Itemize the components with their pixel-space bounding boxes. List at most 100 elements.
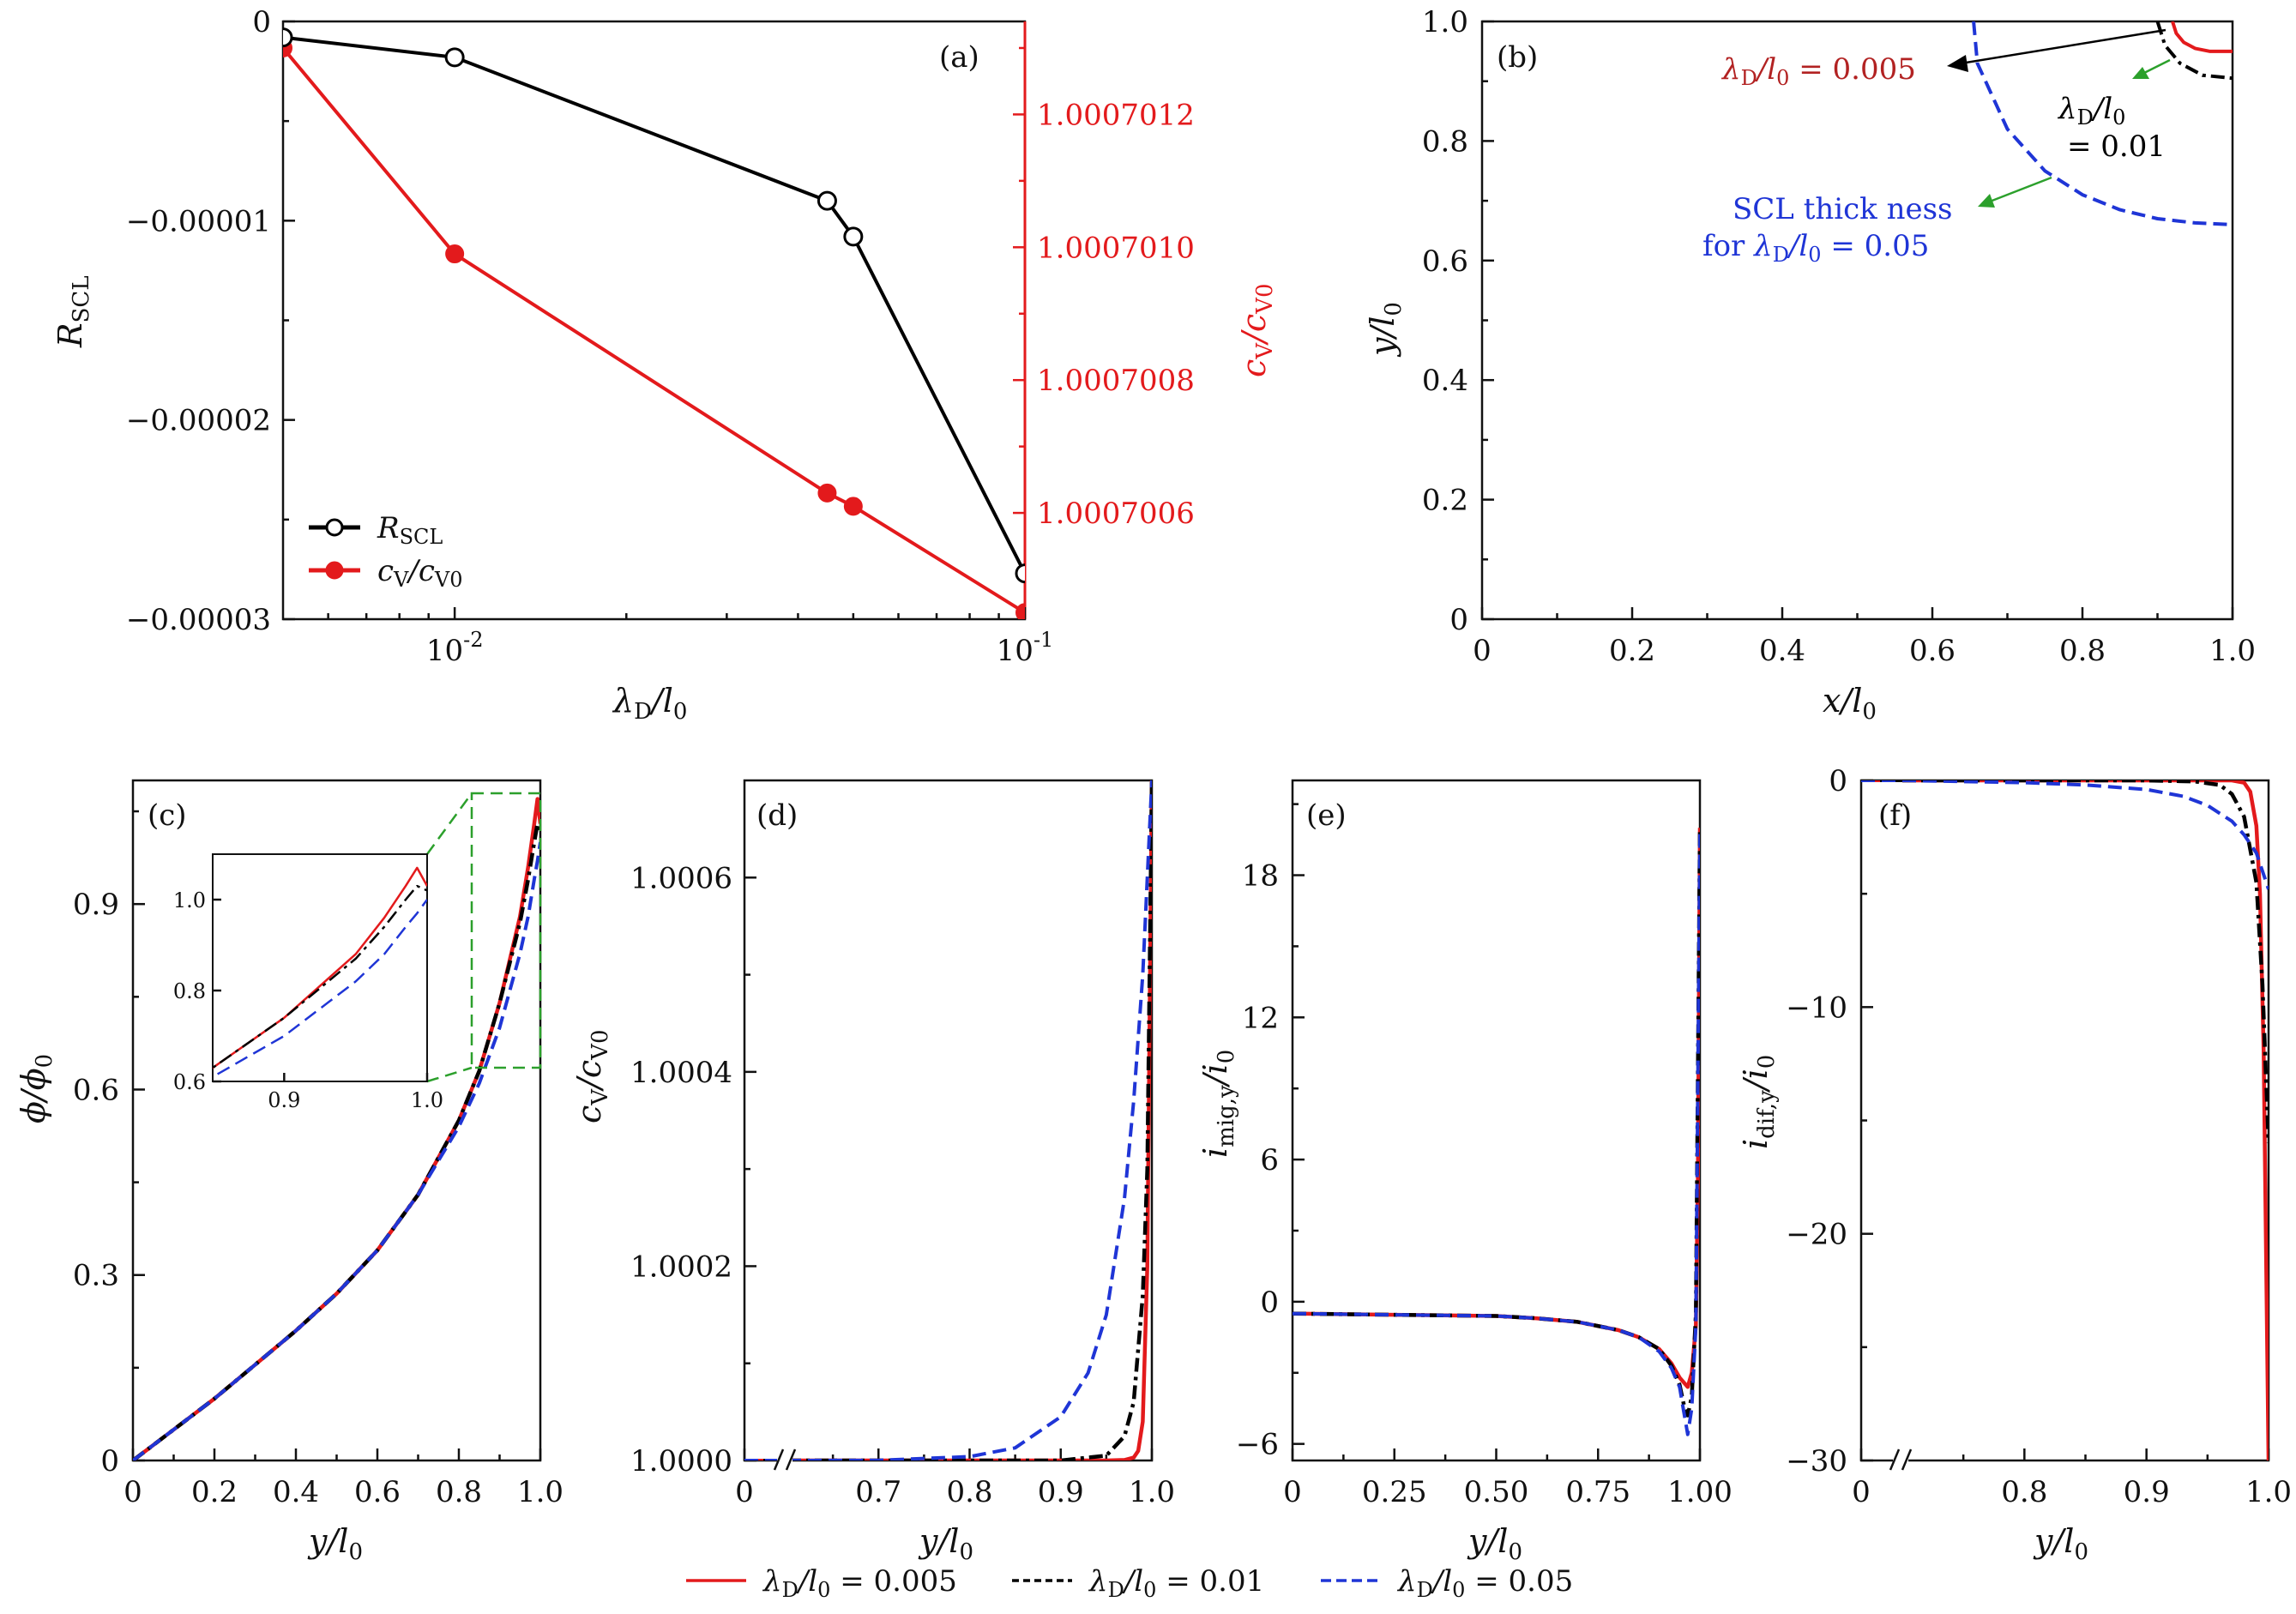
x-tick-label: 0 [124, 1475, 142, 1509]
panel-d-label: (d) [756, 798, 798, 833]
y-tick-label: 0.6 [1422, 244, 1468, 279]
panel-b-annotations: λD/l0 = 0.005 λD/l0 = 0.01 SCL thick nes… [1702, 28, 2171, 267]
panel-c-zoom-box [425, 792, 542, 1083]
panel-d-ticks: 0 0.7 0.8 0.9 1.0 1.0000 1.0002 1.0004 1.0006 [630, 861, 1175, 1509]
inset-series-line-0 [213, 866, 427, 1069]
y-tick-label: 18 [1242, 859, 1279, 894]
y-right-tick-label: 1.0007010 [1037, 231, 1195, 265]
rscl-point [444, 47, 465, 68]
x-tick-label: 0.4 [1759, 634, 1805, 668]
y-tick-label: 0.2 [1422, 484, 1468, 518]
series-line-1 [1293, 828, 1700, 1418]
panel-c-series [133, 797, 540, 1460]
y-tick-label: 12 [1242, 1001, 1279, 1035]
panel-e-series [1293, 828, 1700, 1436]
panel-c-inset: 0.9 1.0 0.6 0.8 1.0 [173, 853, 443, 1112]
x-tick-label: 0 [1852, 1475, 1871, 1509]
inset-x-tick-label: 1.0 [411, 1088, 443, 1112]
legend-rscl: RSCL [377, 511, 443, 549]
x-tick-label: 1.00 [1667, 1475, 1733, 1509]
x-tick-label: 1.0 [2209, 634, 2256, 668]
panel-c-ticks: 0 0.2 0.4 0.6 0.8 1.0 0 0.3 0.6 0.9 [73, 810, 563, 1509]
inset-y-tick-label: 1.0 [173, 888, 206, 912]
series-line-2 [1972, 21, 2233, 226]
panel-b-xlabel: x/l0 [1823, 682, 1877, 725]
panel-f-series [1861, 780, 2269, 1460]
series-line-0 [1293, 828, 1700, 1389]
cv-point [445, 244, 465, 264]
series-line-2 [786, 780, 1152, 1460]
panel-f-ylabel: idif,y/i0 [1737, 1055, 1780, 1149]
panel-f-label: (f) [1878, 798, 1912, 833]
legend-label-1: λD/l0 = 0.01 [1088, 1564, 1264, 1602]
y-tick-label: 0 [1260, 1286, 1279, 1320]
panel-a-ylabel: RSCL [51, 275, 94, 348]
x-tick-label: 0.8 [2001, 1475, 2047, 1509]
x-tick-label: 0.6 [354, 1475, 401, 1509]
panel-a-legend: RSCL cV/cV0 [309, 511, 463, 592]
panel-d-frame [743, 779, 1154, 1462]
y-tick-label: 0.3 [73, 1259, 119, 1293]
panel-b-label: (b) [1497, 40, 1538, 75]
y-tick-label: −0.00003 [126, 603, 271, 637]
panel-c: 0 0.2 0.4 0.6 0.8 1.0 0 0.3 0.6 0.9 (c) 0.9 1.0 0.6… [15, 779, 563, 1565]
y-tick-label: 1.0000 [630, 1444, 732, 1478]
panel-b-ylabel: y/l0 [1364, 302, 1407, 358]
panel-c-xlabel: y/l0 [307, 1522, 363, 1565]
x-tick-label: 0.8 [946, 1475, 992, 1509]
y-right-tick-label: 1.0007008 [1037, 364, 1195, 398]
panel-b-ticks: 00 0.2 0.2 0.4 0.4 0.6 0.6 0.8 0.8 1.0 1.0 [1422, 5, 2256, 668]
x-tick-label: 0.75 [1565, 1475, 1630, 1509]
panel-f-frame [1859, 779, 2270, 1462]
panel-c-inset-series [213, 866, 427, 1079]
series-line-1 [787, 780, 1152, 1460]
series-line-0 [787, 780, 1152, 1460]
x-tick-label: 0.8 [2059, 634, 2106, 668]
annot-005b-a: SCL thick ness [1733, 192, 1953, 226]
panel-f-xlabel: y/l0 [2033, 1522, 2088, 1565]
y-tick-label: 6 [1260, 1143, 1279, 1177]
panel-c-ylabel: ϕ/ϕ0 [15, 1054, 57, 1123]
x-tick-label: 0.50 [1464, 1475, 1529, 1509]
inset-x-tick-label: 0.9 [268, 1088, 300, 1112]
panel-f: 0 0.8 0.9 1.0 0 −10 −20 −30 (f) y/l0 idif,y/i0 [1737, 764, 2292, 1565]
panel-a-ticks: 10-2 10-1 0 −0.00001 −0.00002 −0.00003 1.00070… [126, 5, 1195, 668]
x-tick-label: 1.0 [2245, 1475, 2292, 1509]
panel-d-xlabel: y/l0 [918, 1522, 973, 1565]
panel-d-ylabel: cV/cV0 [570, 1030, 613, 1124]
x-tick-label: 1.0 [517, 1475, 563, 1509]
x-tick-label: 0.9 [1038, 1475, 1084, 1509]
y-tick-label: 1.0 [1422, 5, 1468, 39]
x-tick-label: 0.8 [436, 1475, 482, 1509]
panel-f-ticks: 0 0.8 0.9 1.0 0 −10 −20 −30 [1786, 764, 2292, 1509]
panel-b: 00 0.2 0.2 0.4 0.4 0.6 0.6 0.8 0.8 1.0 1.0 (b) λD/… [1364, 5, 2256, 725]
panel-e-label: (e) [1306, 798, 1347, 833]
panel-a-label: (a) [939, 40, 979, 75]
x-tick-label: 0.2 [191, 1475, 238, 1509]
x-tick-label: 0 [1473, 634, 1491, 668]
y-tick-label: 0 [1449, 603, 1468, 637]
x-tick-label: 0.2 [1609, 634, 1655, 668]
y-tick-label: 0.6 [73, 1073, 119, 1107]
panel-e-ylabel: imig,y/i0 [1196, 1050, 1239, 1158]
panel-a: 10-2 10-1 0 −0.00001 −0.00002 −0.00003 1.00070… [51, 5, 1278, 725]
y-tick-label: 1.0004 [630, 1056, 732, 1090]
legend-label-0: λD/l0 = 0.005 [762, 1564, 957, 1602]
y-tick-label: 0 [100, 1444, 119, 1478]
legend-cv: cV/cV0 [377, 554, 463, 592]
panel-b-series [1972, 21, 2233, 226]
series-line-0 [1902, 780, 2269, 1460]
panel-f-axis-break [1889, 1448, 1913, 1472]
inset-y-tick-label: 0.6 [173, 1070, 206, 1094]
y-tick-label: −10 [1786, 991, 1847, 1025]
x-tick-label: 0.4 [273, 1475, 319, 1509]
x-tick-label: 1.0 [1129, 1475, 1175, 1509]
x-tick-label: 0.25 [1362, 1475, 1427, 1509]
y-tick-label: 0.9 [73, 888, 119, 922]
panel-c-label: (c) [148, 798, 187, 833]
y-right-tick-label: 1.0007012 [1037, 98, 1195, 132]
annot-005b-b: for λD/l0 = 0.05 [1702, 229, 1929, 267]
x-tick-label: 10-1 [997, 628, 1054, 668]
x-tick-label: 0.6 [1909, 634, 1956, 668]
